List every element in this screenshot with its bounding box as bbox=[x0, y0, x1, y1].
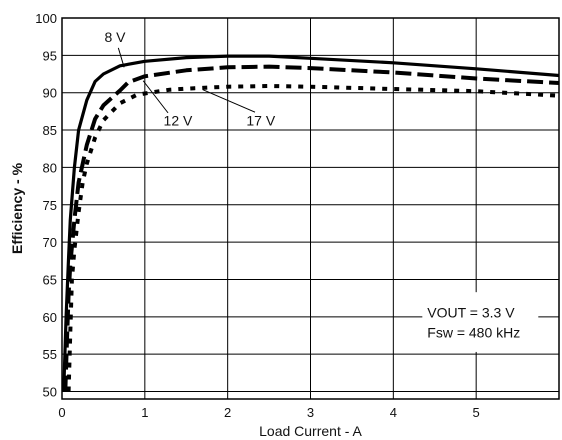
series-leader-0 bbox=[117, 47, 125, 68]
grid-layer bbox=[62, 18, 559, 399]
x-tick-label: 4 bbox=[390, 405, 397, 420]
series-label-0: 8 V bbox=[105, 29, 127, 45]
series-leader-2 bbox=[202, 89, 256, 113]
y-tick-label: 70 bbox=[43, 235, 57, 250]
label-layer: 50 55 60 65 70 75 80 85 90 95 100 0 1 2 3 4 5 8 V 12 V 17 V bbox=[35, 11, 479, 420]
series-label-1: 12 V bbox=[164, 113, 193, 129]
y-tick-label: 65 bbox=[43, 272, 57, 287]
x-tick-label: 0 bbox=[58, 405, 65, 420]
y-tick-label: 80 bbox=[43, 160, 57, 175]
series-layer bbox=[62, 54, 560, 392]
y-tick-label: 85 bbox=[43, 123, 57, 138]
x-axis-title: Load Current - A bbox=[259, 423, 362, 439]
y-tick-label: 55 bbox=[43, 347, 57, 362]
x-tick-label: 2 bbox=[224, 405, 231, 420]
series-line-0 bbox=[62, 54, 560, 392]
y-axis-title: Efficiency - % bbox=[9, 162, 25, 254]
y-tick-label: 60 bbox=[43, 310, 57, 325]
x-tick-label: 5 bbox=[473, 405, 480, 420]
y-tick-label: 100 bbox=[35, 11, 57, 26]
x-tick-label: 1 bbox=[141, 405, 148, 420]
x-tick-label: 3 bbox=[307, 405, 314, 420]
annotation-fsw: Fsw = 480 kHz bbox=[427, 325, 520, 341]
annotation-vout: VOUT = 3.3 V bbox=[427, 305, 515, 321]
series-line-2 bbox=[66, 84, 560, 392]
plot-frame bbox=[61, 17, 560, 400]
y-tick-label: 50 bbox=[43, 385, 57, 400]
series-leader-1 bbox=[142, 80, 169, 114]
y-tick-label: 90 bbox=[43, 86, 57, 101]
series-line-1 bbox=[63, 64, 560, 392]
annotation-box bbox=[422, 292, 539, 352]
y-tick-label: 95 bbox=[43, 48, 57, 63]
y-tick-label: 75 bbox=[43, 198, 57, 213]
series-label-2: 17 V bbox=[246, 113, 275, 129]
